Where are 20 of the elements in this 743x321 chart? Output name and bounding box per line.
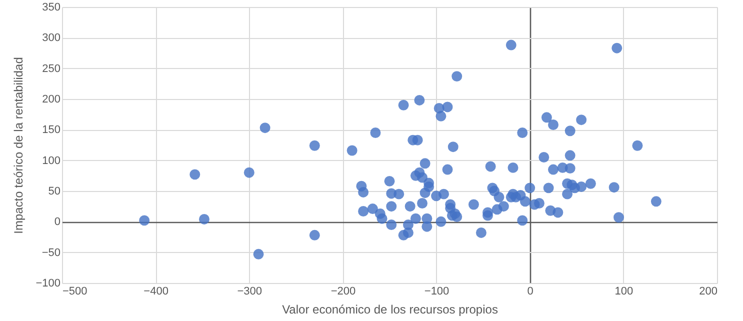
x-tick-label: −200	[330, 286, 356, 298]
x-axis-title: Valor económico de los recursos propios	[282, 302, 498, 316]
y-tick-label: 350	[42, 2, 60, 14]
y-tick-label: 0	[54, 216, 60, 228]
y-axis-title: Impacto teórico de la rentabilidad	[12, 57, 26, 234]
x-tick-label: −400	[144, 286, 168, 298]
y-tick-label: 250	[42, 62, 60, 75]
x-tick-label: 0	[527, 286, 534, 298]
y-tick-label: 300	[42, 32, 60, 44]
x-tick-label: −500	[62, 286, 88, 298]
y-tick-label: 200	[42, 94, 60, 106]
x-tick-label: 200	[699, 286, 718, 298]
x-tick-label: −100	[424, 286, 450, 298]
y-tick-label: −100	[36, 278, 60, 290]
y-tick-label: 100	[42, 154, 60, 167]
y-tick-label: 150	[42, 124, 60, 136]
x-tick-label: 100	[614, 286, 634, 298]
y-tick-label: −50	[42, 246, 60, 259]
x-tick-label: −300	[237, 286, 262, 298]
y-tick-label: 50	[48, 186, 60, 198]
